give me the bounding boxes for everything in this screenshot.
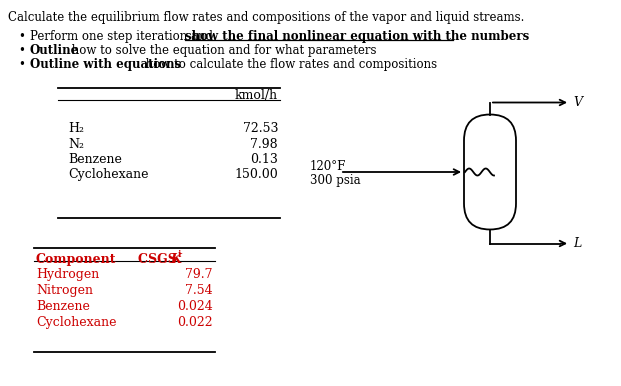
Text: Benzene: Benzene [36,300,90,313]
Text: H₂: H₂ [68,122,84,135]
Text: •: • [18,58,25,71]
Text: Cyclohexane: Cyclohexane [68,168,148,181]
Text: 72.53: 72.53 [242,122,278,135]
Text: how to calculate the flow rates and compositions: how to calculate the flow rates and comp… [142,58,437,71]
Text: kmol/h: kmol/h [235,90,278,103]
Text: 0.13: 0.13 [250,153,278,166]
Text: show the final nonlinear equation with the numbers: show the final nonlinear equation with t… [185,30,529,43]
Text: 7.98: 7.98 [250,138,278,151]
Text: L: L [573,237,581,250]
FancyBboxPatch shape [464,115,516,230]
Text: Nitrogen: Nitrogen [36,284,93,297]
Text: 79.7: 79.7 [186,268,213,281]
Text: Component: Component [36,253,117,266]
Text: CSGS: CSGS [138,253,181,266]
Text: Calculate the equilibrium flow rates and compositions of the vapor and liquid st: Calculate the equilibrium flow rates and… [8,11,524,24]
Text: Hydrogen: Hydrogen [36,268,99,281]
Text: 300 psia: 300 psia [310,174,361,187]
Text: N₂: N₂ [68,138,84,151]
Text: 120°F: 120°F [310,160,347,173]
Text: 150.00: 150.00 [234,168,278,181]
Text: Benzene: Benzene [68,153,122,166]
Text: K: K [170,253,181,266]
Text: 0.024: 0.024 [177,300,213,313]
Text: how to solve the equation and for what parameters: how to solve the equation and for what p… [68,44,376,57]
Text: Outline: Outline [30,44,79,57]
Text: 7.54: 7.54 [186,284,213,297]
Text: Cyclohexane: Cyclohexane [36,316,117,329]
Text: V: V [573,96,582,109]
Text: •: • [18,30,25,43]
Text: 0.022: 0.022 [178,316,213,329]
Text: Perform one step iteration and: Perform one step iteration and [30,30,217,43]
Text: •: • [18,44,25,57]
Text: Outline with equations: Outline with equations [30,58,181,71]
Text: i: i [178,250,181,259]
